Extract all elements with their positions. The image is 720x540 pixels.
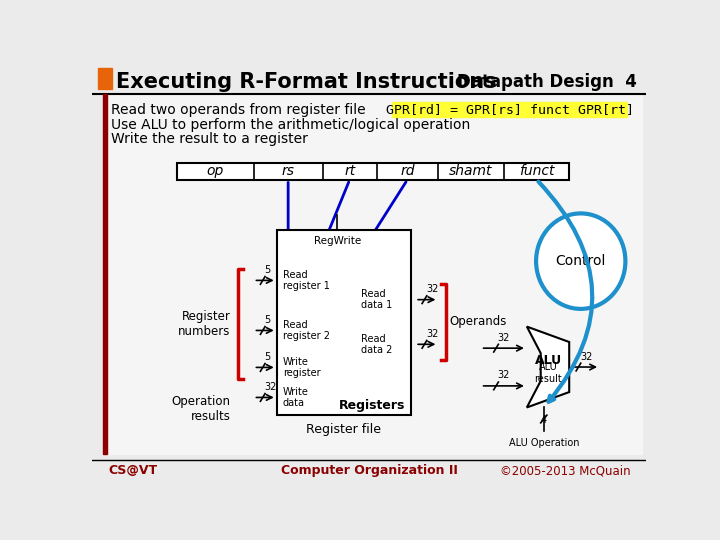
Text: rs: rs xyxy=(282,164,294,178)
Text: Use ALU to perform the arithmetic/logical operation: Use ALU to perform the arithmetic/logica… xyxy=(111,118,470,132)
Text: Read
data 1: Read data 1 xyxy=(361,289,392,310)
Text: Operation
results: Operation results xyxy=(171,395,230,423)
Text: ALU
result: ALU result xyxy=(534,362,562,384)
Text: Read
register 1: Read register 1 xyxy=(283,269,330,291)
Text: ALU: ALU xyxy=(534,354,562,367)
Text: shamt: shamt xyxy=(449,164,492,178)
Text: RegWrite: RegWrite xyxy=(314,236,361,246)
Text: Read
data 2: Read data 2 xyxy=(361,334,392,355)
Text: Register file: Register file xyxy=(307,422,382,436)
Text: Executing R-Format Instructions: Executing R-Format Instructions xyxy=(117,72,497,92)
Text: 4: 4 xyxy=(541,415,547,425)
Text: Computer Organization II: Computer Organization II xyxy=(281,464,457,477)
Bar xyxy=(392,102,627,117)
Text: Datapath Design  4: Datapath Design 4 xyxy=(457,73,637,91)
Bar xyxy=(176,163,570,179)
Bar xyxy=(104,94,642,455)
Text: 32: 32 xyxy=(580,352,593,362)
Text: 5: 5 xyxy=(264,315,271,325)
Text: rd: rd xyxy=(400,164,415,178)
Polygon shape xyxy=(527,327,570,408)
Text: funct: funct xyxy=(518,164,554,178)
Text: 32: 32 xyxy=(264,382,276,392)
Text: 5: 5 xyxy=(264,352,271,362)
Text: 32: 32 xyxy=(498,333,510,343)
Text: CS@VT: CS@VT xyxy=(109,464,158,477)
Text: rt: rt xyxy=(344,164,356,178)
Text: 32: 32 xyxy=(498,370,510,381)
Text: Read two operands from register file: Read two operands from register file xyxy=(111,103,366,117)
Text: 32: 32 xyxy=(426,284,438,294)
Bar xyxy=(104,94,107,455)
Ellipse shape xyxy=(536,213,626,309)
Text: Write the result to a register: Write the result to a register xyxy=(111,132,308,146)
Text: Register
numbers: Register numbers xyxy=(178,310,230,338)
Text: Write
data: Write data xyxy=(283,387,309,408)
Text: Read
register 2: Read register 2 xyxy=(283,320,330,341)
Text: Operands: Operands xyxy=(450,315,507,328)
Text: Control: Control xyxy=(556,254,606,268)
Text: 5: 5 xyxy=(264,265,271,275)
Bar xyxy=(98,68,112,90)
Text: ©2005-2013 McQuain: ©2005-2013 McQuain xyxy=(500,464,631,477)
Text: ALU Operation: ALU Operation xyxy=(508,438,579,448)
Text: 32: 32 xyxy=(426,329,438,339)
Text: Registers: Registers xyxy=(339,400,405,413)
Text: op: op xyxy=(207,164,224,178)
Text: GPR[rd] = GPR[rs] funct GPR[rt]: GPR[rd] = GPR[rs] funct GPR[rt] xyxy=(385,103,634,116)
Text: Write
register: Write register xyxy=(283,356,320,378)
Bar xyxy=(276,231,411,415)
